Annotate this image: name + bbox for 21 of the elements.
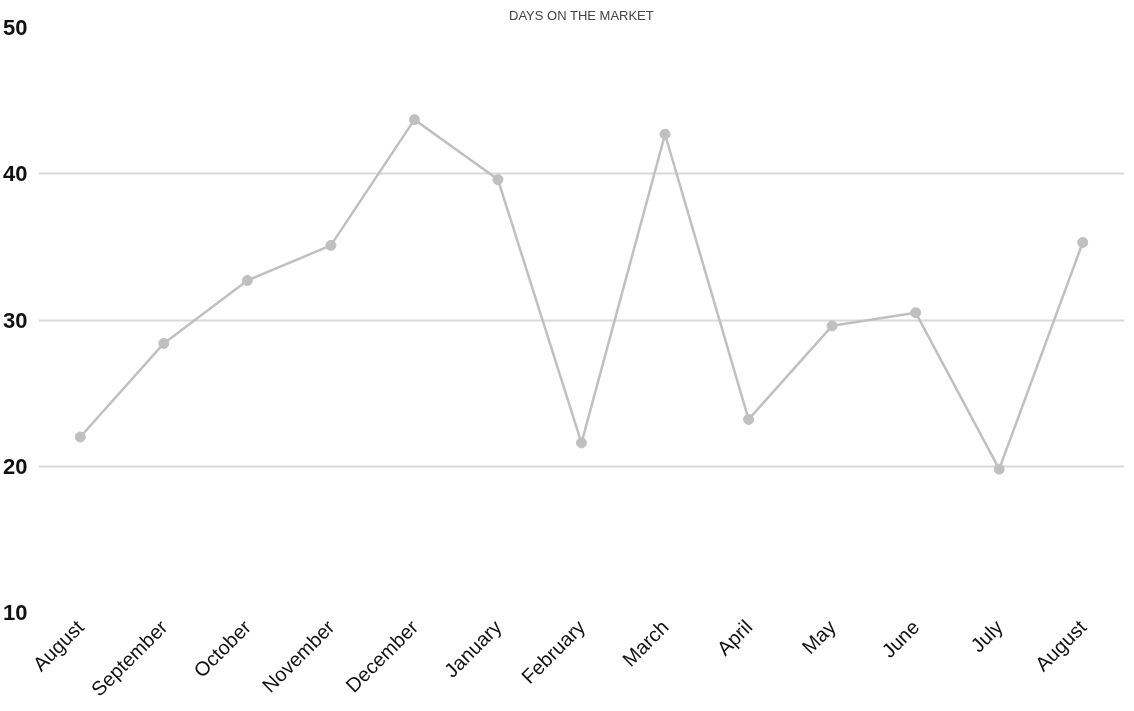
x-tick-label: May bbox=[797, 615, 840, 658]
y-tick-label: 30 bbox=[3, 307, 28, 333]
point bbox=[743, 413, 755, 425]
y-tick-label: 10 bbox=[3, 600, 28, 625]
point bbox=[910, 307, 922, 319]
chart-title: DAYS ON THE MARKET bbox=[509, 7, 654, 23]
point bbox=[158, 337, 170, 349]
point bbox=[826, 320, 838, 332]
y-tick-label: 50 bbox=[3, 15, 28, 40]
point bbox=[408, 114, 420, 126]
point bbox=[241, 275, 253, 286]
point bbox=[659, 128, 671, 140]
point bbox=[325, 239, 337, 251]
point bbox=[993, 463, 1005, 475]
x-tick-label: July bbox=[966, 615, 1007, 657]
y-tick-label: 40 bbox=[3, 161, 28, 187]
point bbox=[492, 174, 504, 186]
point bbox=[576, 437, 587, 449]
y-tick-label: 20 bbox=[3, 453, 28, 479]
point bbox=[1077, 237, 1089, 248]
point bbox=[74, 431, 86, 443]
